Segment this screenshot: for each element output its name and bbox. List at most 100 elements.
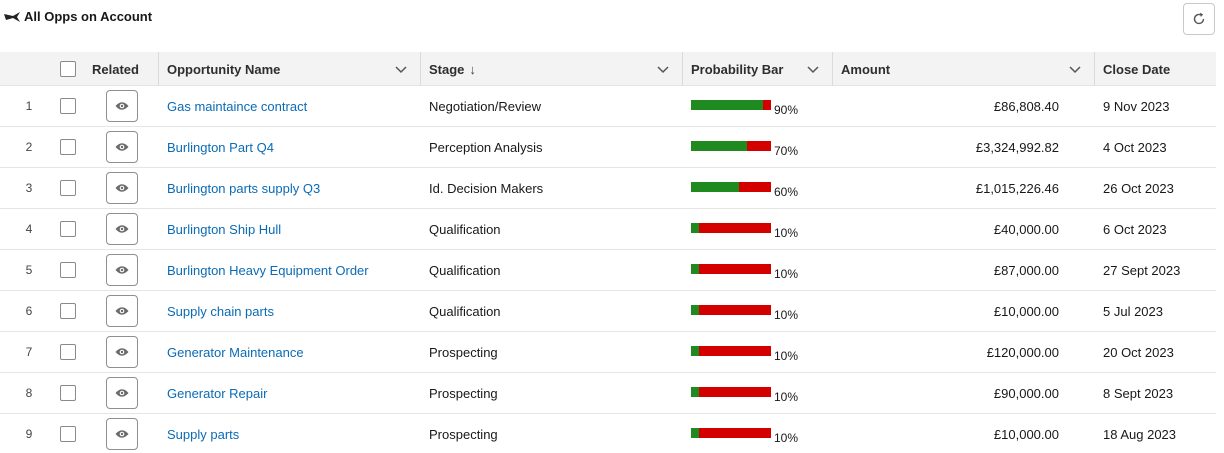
refresh-icon [1193, 12, 1205, 25]
row-checkbox-cell [58, 168, 78, 208]
eye-icon [115, 143, 129, 151]
refresh-button[interactable] [1183, 3, 1215, 35]
probability-cell: 10% [691, 250, 798, 290]
row-number: 4 [25, 222, 33, 236]
row-checkbox[interactable] [60, 303, 76, 319]
opportunity-icon [4, 12, 20, 22]
row-number: 1 [25, 99, 33, 113]
col-opportunity-name[interactable]: Opportunity Name [158, 52, 420, 86]
opportunity-name-link[interactable]: Burlington Heavy Equipment Order [167, 262, 369, 278]
related-button[interactable] [106, 213, 138, 245]
probability-cell: 70% [691, 127, 798, 167]
probability-cell: 60% [691, 168, 798, 208]
eye-icon [115, 348, 129, 356]
probability-bar [691, 346, 771, 356]
row-checkbox[interactable] [60, 180, 76, 196]
probability-percent: 10% [774, 267, 799, 281]
row-number: 2 [25, 140, 33, 154]
row-number: 3 [25, 181, 33, 195]
col-stage-label: Stage [429, 61, 465, 77]
probability-bar-fill [691, 182, 739, 192]
probability-percent: 10% [774, 431, 799, 445]
opportunity-name-link[interactable]: Supply parts [167, 426, 240, 442]
probability-bar-fill [691, 100, 763, 110]
row-checkbox[interactable] [60, 344, 76, 360]
close-date-value: 4 Oct 2023 [1103, 139, 1167, 155]
opportunity-name-link[interactable]: Burlington Part Q4 [167, 139, 274, 155]
related-button[interactable] [106, 90, 138, 122]
close-date-value: 9 Nov 2023 [1103, 98, 1170, 114]
col-probability-bar-label: Probability Bar [691, 61, 784, 77]
row-checkbox[interactable] [60, 221, 76, 237]
related-button[interactable] [106, 131, 138, 163]
col-amount-label: Amount [841, 61, 891, 77]
row-checkbox[interactable] [60, 262, 76, 278]
probability-cell: 10% [691, 373, 798, 413]
probability-cell: 10% [691, 414, 798, 453]
table-row: 9 Supply parts Prospecting 10% £10,000.0… [0, 414, 1216, 453]
row-checkbox[interactable] [60, 385, 76, 401]
opportunity-name-link[interactable]: Generator Repair [167, 385, 268, 401]
stage-value: Qualification [429, 262, 501, 278]
probability-percent: 60% [774, 185, 799, 199]
eye-icon [115, 430, 129, 438]
opportunity-name-link[interactable]: Burlington parts supply Q3 [167, 180, 321, 196]
close-date-value: 27 Sept 2023 [1103, 262, 1181, 278]
stage-value: Prospecting [429, 385, 498, 401]
amount-value: £87,000.00 [993, 262, 1059, 278]
probability-cell: 10% [691, 209, 798, 249]
related-button[interactable] [106, 254, 138, 286]
probability-percent: 10% [774, 308, 799, 322]
stage-value: Negotiation/Review [429, 98, 542, 114]
close-date-value: 5 Jul 2023 [1103, 303, 1163, 319]
table-row: 6 Supply chain parts Qualification 10% £… [0, 291, 1216, 332]
col-stage[interactable]: Stage ↓ [420, 52, 682, 86]
col-close-date[interactable]: Close Date [1094, 52, 1216, 86]
row-checkbox[interactable] [60, 98, 76, 114]
row-checkbox[interactable] [60, 426, 76, 442]
probability-cell: 90% [691, 86, 798, 126]
row-checkbox-cell [58, 332, 78, 372]
opportunity-name-link[interactable]: Generator Maintenance [167, 344, 304, 360]
col-related-label: Related [92, 61, 139, 77]
row-checkbox-cell [58, 127, 78, 167]
probability-bar [691, 264, 771, 274]
row-checkbox-cell [58, 86, 78, 126]
eye-icon [115, 307, 129, 315]
stage-value: Qualification [429, 303, 501, 319]
related-button[interactable] [106, 336, 138, 368]
select-all-checkbox[interactable] [60, 61, 76, 77]
probability-bar-fill [691, 305, 699, 315]
chevron-down-icon[interactable] [394, 62, 408, 76]
stage-value: Id. Decision Makers [429, 180, 544, 196]
related-button[interactable] [106, 172, 138, 204]
probability-bar [691, 305, 771, 315]
chevron-down-icon[interactable] [656, 62, 670, 76]
col-close-date-label: Close Date [1103, 61, 1171, 77]
opportunity-name-link[interactable]: Gas maintaince contract [167, 98, 308, 114]
related-button[interactable] [106, 295, 138, 327]
amount-value: £3,324,992.82 [975, 139, 1059, 155]
row-checkbox-cell [58, 291, 78, 331]
row-checkbox[interactable] [60, 139, 76, 155]
eye-icon [115, 266, 129, 274]
opportunity-name-link[interactable]: Burlington Ship Hull [167, 221, 282, 237]
probability-bar [691, 100, 771, 110]
table-row: 2 Burlington Part Q4 Perception Analysis… [0, 127, 1216, 168]
col-probability-bar[interactable]: Probability Bar [682, 52, 832, 86]
eye-icon [115, 225, 129, 233]
row-number: 9 [25, 427, 33, 441]
probability-bar-fill [691, 387, 699, 397]
row-checkbox-cell [58, 209, 78, 249]
table-row: 8 Generator Repair Prospecting 10% £90,0… [0, 373, 1216, 414]
card-header: All Opps on Account [0, 0, 1224, 52]
related-button[interactable] [106, 418, 138, 450]
chevron-down-icon[interactable] [806, 62, 820, 76]
probability-bar [691, 223, 771, 233]
chevron-down-icon[interactable] [1068, 62, 1082, 76]
row-checkbox-cell [58, 414, 78, 453]
opportunity-name-link[interactable]: Supply chain parts [167, 303, 274, 319]
related-button[interactable] [106, 377, 138, 409]
col-amount[interactable]: Amount [832, 52, 1094, 86]
probability-bar [691, 141, 771, 151]
